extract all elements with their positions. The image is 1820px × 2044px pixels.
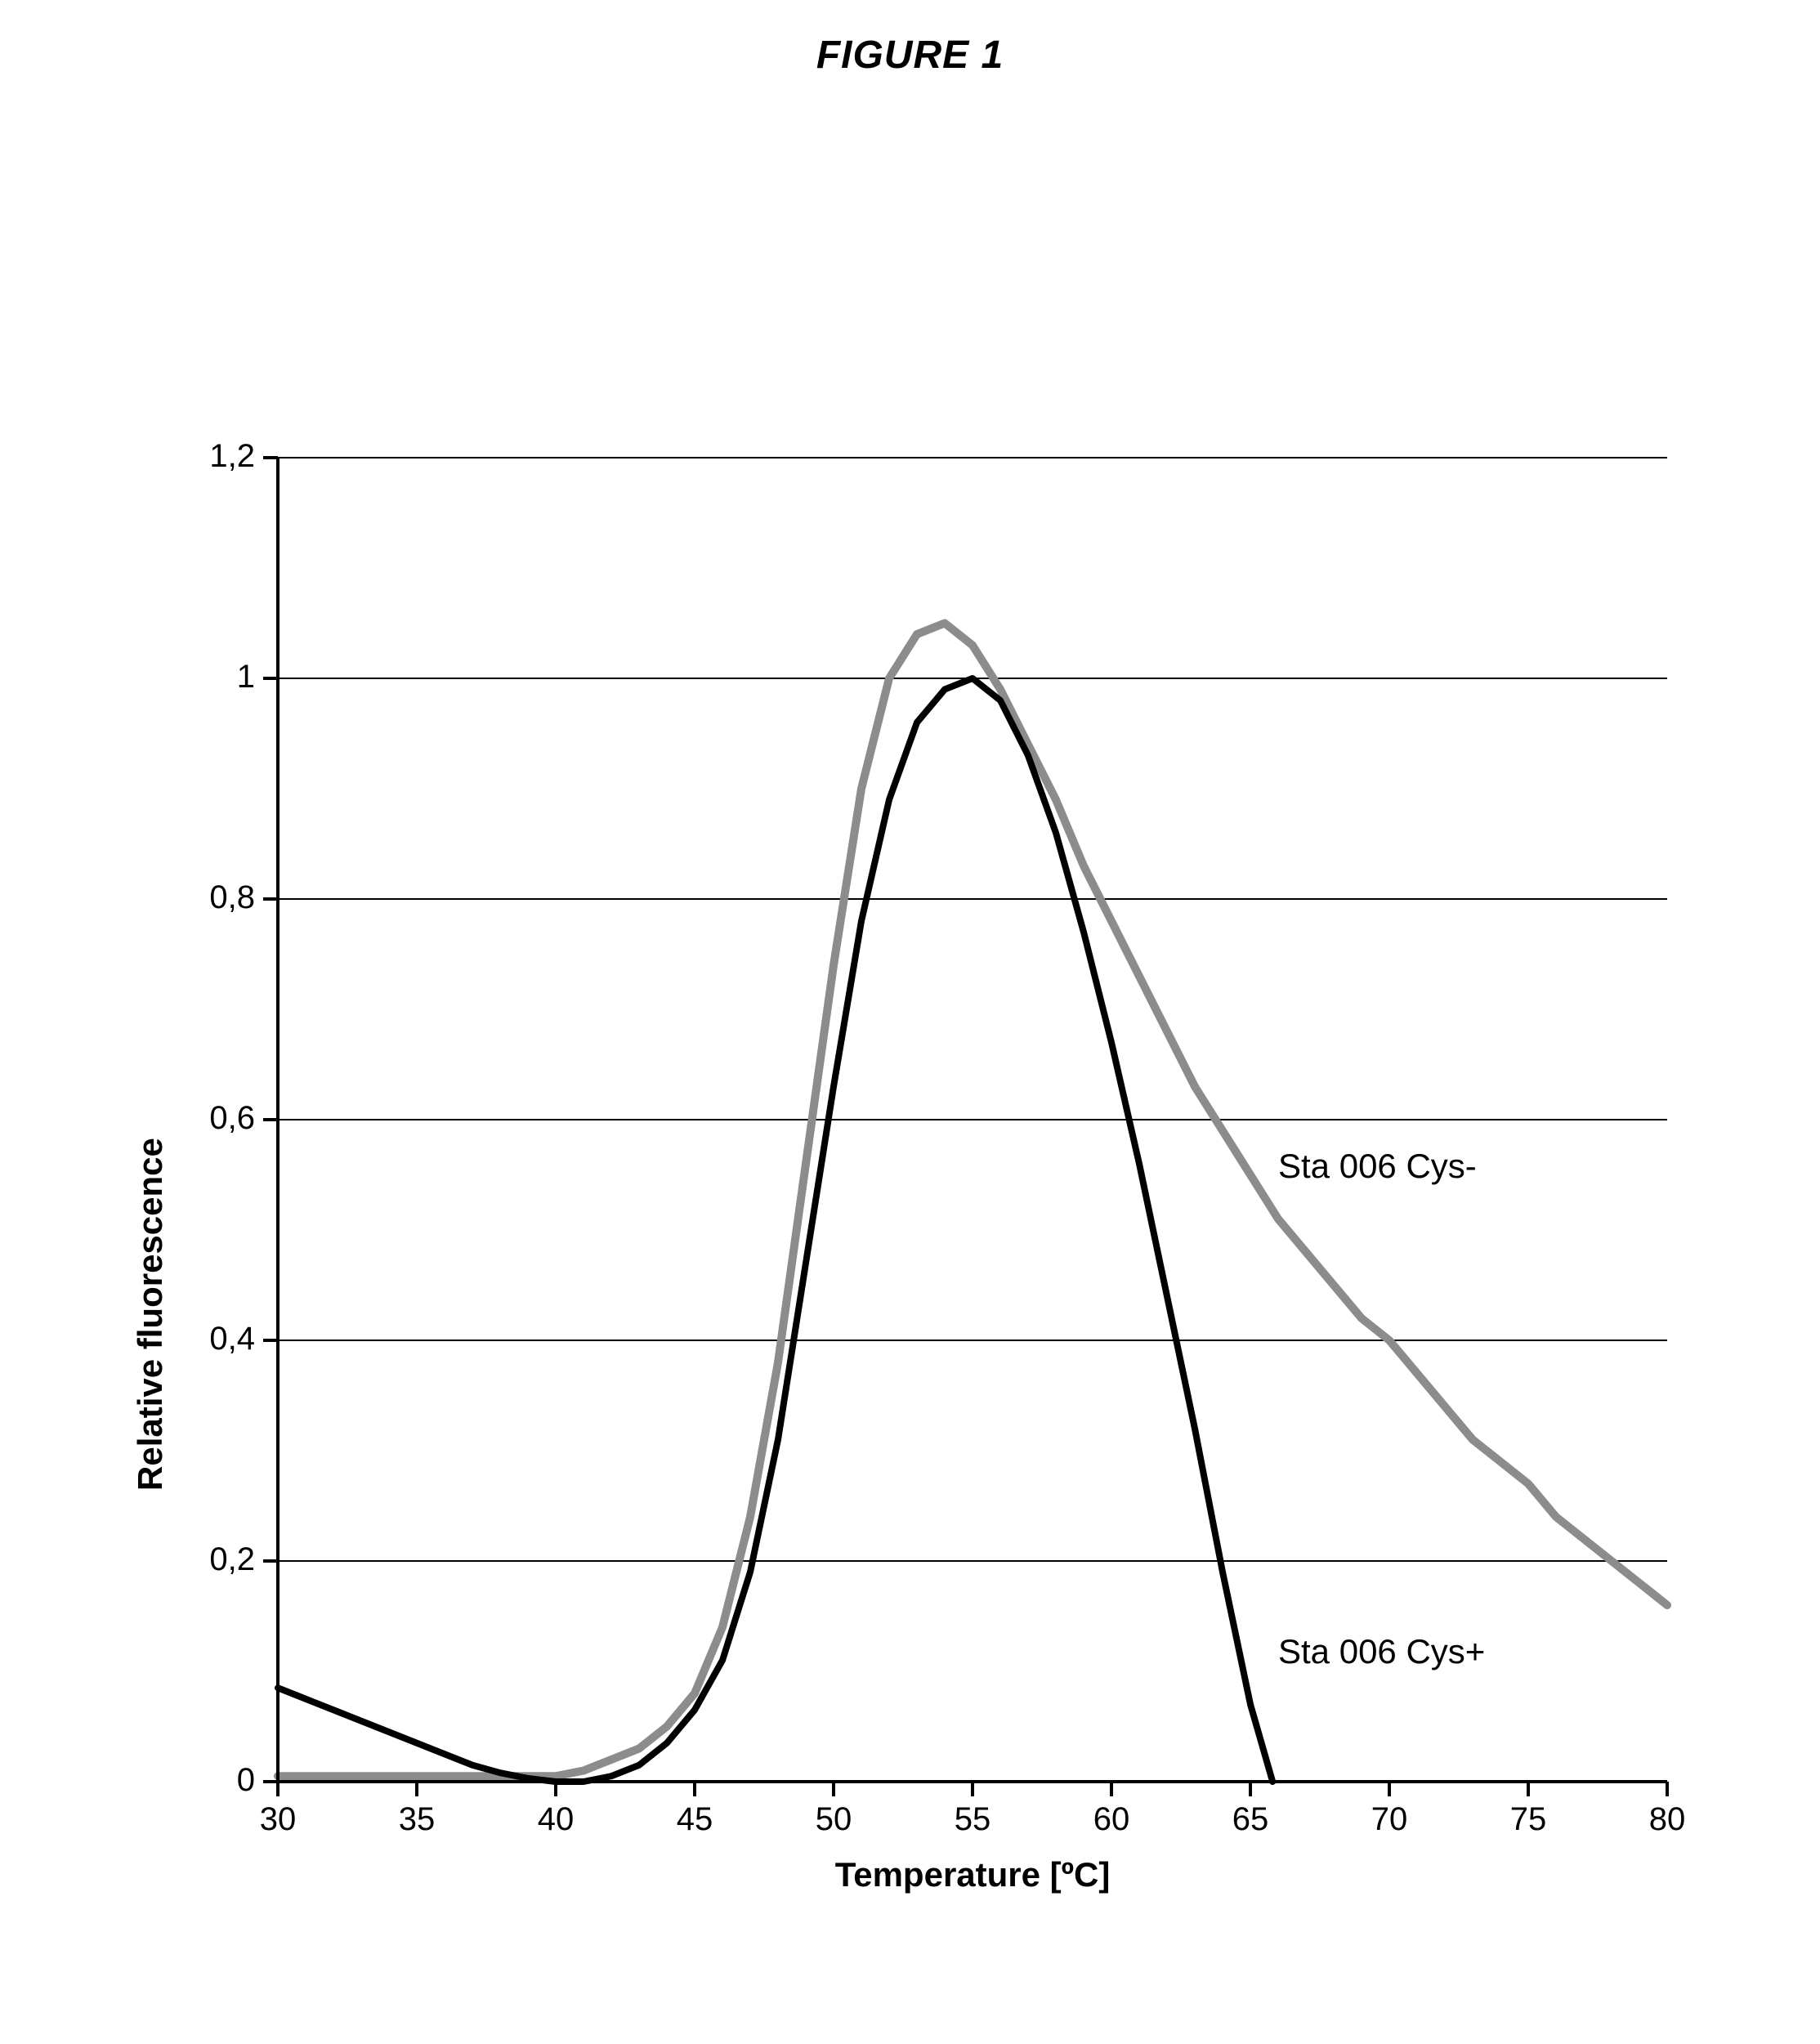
x-tick-label: 50 xyxy=(809,1801,858,1838)
x-tick-label: 55 xyxy=(948,1801,997,1838)
page: FIGURE 1 Relative fluorescence Temperatu… xyxy=(0,0,1820,2044)
x-tick-label: 70 xyxy=(1365,1801,1414,1838)
y-tick-label: 0,8 xyxy=(209,879,255,916)
x-axis-label: Temperature [ºC] xyxy=(278,1855,1667,1894)
x-tick-label: 30 xyxy=(253,1801,302,1838)
series-label-cys-plus: Sta 006 Cys+ xyxy=(1278,1632,1485,1671)
x-tick-label: 60 xyxy=(1087,1801,1136,1838)
x-tick-label: 80 xyxy=(1643,1801,1692,1838)
x-tick-label: 65 xyxy=(1226,1801,1275,1838)
y-axis-label: Relative fluorescence xyxy=(131,1138,170,1491)
figure-title: FIGURE 1 xyxy=(0,33,1820,78)
x-tick-label: 45 xyxy=(670,1801,719,1838)
y-tick-label: 1,2 xyxy=(209,438,255,475)
y-tick-label: 0 xyxy=(237,1762,255,1799)
chart-area xyxy=(278,458,1667,1782)
y-tick-label: 0,4 xyxy=(209,1321,255,1357)
series-label-cys-minus: Sta 006 Cys- xyxy=(1278,1147,1477,1186)
y-tick-label: 0,2 xyxy=(209,1541,255,1578)
chart-svg xyxy=(278,458,1667,1782)
y-tick-label: 0,6 xyxy=(209,1100,255,1137)
x-tick-label: 40 xyxy=(531,1801,580,1838)
x-tick-label: 75 xyxy=(1504,1801,1553,1838)
y-tick-label: 1 xyxy=(237,659,255,695)
x-tick-label: 35 xyxy=(392,1801,441,1838)
